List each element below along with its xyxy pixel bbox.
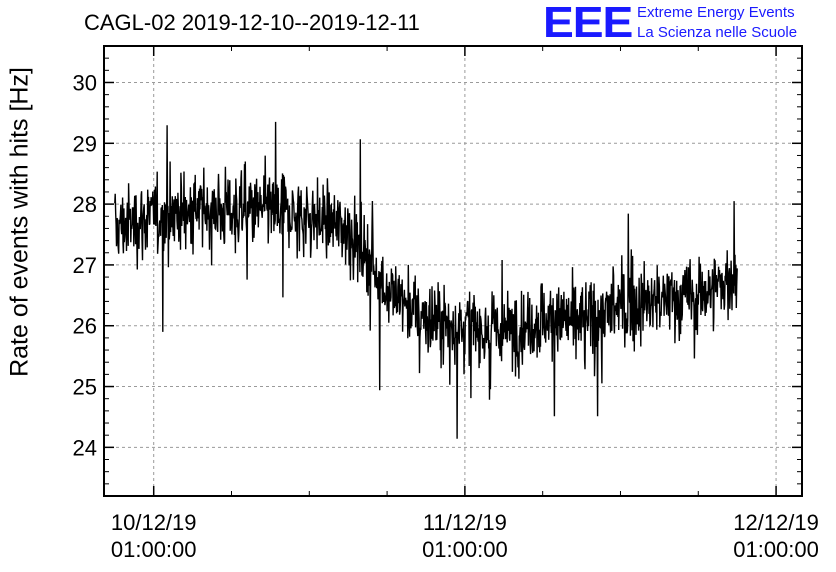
x-tick-label-time: 01:00:00 [111,537,197,562]
x-tick-label-date: 12/12/19 [733,510,819,535]
logo-text-line2: La Scienza nelle Scuole [637,24,798,41]
eee-logo: EEE [543,0,633,47]
y-tick-label: 27 [73,253,97,278]
chart-title: CAGL-02 2019-12-10--2019-12-11 [84,10,420,35]
y-tick-label: 29 [73,131,97,156]
y-tick-label: 24 [73,435,97,460]
y-tick-label: 30 [73,70,97,95]
y-axis-label: Rate of events with hits [Hz] [5,67,34,377]
x-tick-label-date: 11/12/19 [423,510,507,535]
y-tick-labels: 24 25 26 27 28 29 30 [73,70,97,460]
plot-frame [103,45,803,497]
y-tick-label: 25 [73,375,97,400]
y-tick-label: 28 [73,192,97,217]
y-tick-label: 26 [73,314,97,339]
logo-text-line1: Extreme Energy Events [637,4,795,21]
x-tick-label-time: 01:00:00 [422,537,508,562]
x-tick-labels: 10/12/1901:00:0011/12/1901:00:0012/12/19… [111,510,819,562]
x-tick-label-time: 01:00:00 [733,537,819,562]
axis-ticks [104,45,802,497]
x-tick-label-date: 10/12/19 [111,510,197,535]
grid-lines [104,46,802,496]
rate-series-line [114,121,738,439]
